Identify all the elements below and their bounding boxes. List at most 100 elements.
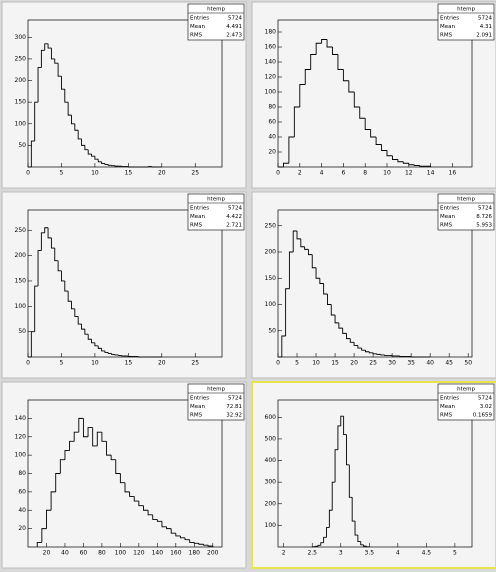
histogram-bin [50,48,55,60]
histogram-bin [413,164,420,166]
stats-value: 2.473 [226,33,242,39]
histogram-bin [376,353,381,355]
histogram-bin [92,427,98,447]
stats-label: Entries [190,396,209,402]
histogram-bin [402,161,409,164]
stats-name: htemp [207,7,225,13]
histogram-bin [315,267,320,279]
y-tick-label: 150 [15,277,27,284]
stats-label: RMS [190,413,203,419]
histogram-bin [349,338,355,343]
histogram-bin [121,355,125,357]
stats-box [437,3,495,41]
stats-value: 5724 [478,396,492,402]
histogram-bin [320,542,324,546]
stats-value: 5724 [478,206,492,212]
x-tick-label: 2 [298,170,302,177]
x-tick-label: 50 [464,360,472,367]
x-tick-label: 5 [295,360,299,367]
stats-value: 72.81 [226,404,242,410]
histogram-bin [40,49,45,68]
histogram-bin [311,254,317,269]
histogram-bin [161,521,167,528]
stats-label: Entries [190,16,209,22]
histogram-bin [410,356,415,358]
stats-label: Mean [440,404,455,410]
histogram-bin [340,415,344,426]
histogram-bin [380,354,385,356]
x-tick-label: 120 [133,550,145,557]
x-tick-label: 40 [61,550,69,557]
histogram-bin [101,432,107,442]
histogram-bin [299,84,306,107]
x-tick-label: 35 [407,360,415,367]
stats-name: htemp [457,197,475,203]
histogram-bin [375,137,382,145]
y-tick-label: 500 [265,435,277,442]
histogram-bin [189,539,195,543]
y-tick-label: 150 [15,99,27,106]
histogram-bin [64,89,69,103]
x-tick-label: 4 [396,550,400,557]
x-tick-label: 25 [191,170,199,177]
histogram-bin [47,227,52,239]
histogram-bin [64,450,70,460]
histogram-bin [106,441,112,456]
stats-value: 5724 [228,206,242,212]
histogram-bin [330,304,336,316]
histogram-bin [292,230,298,252]
x-tick-label: 25 [191,360,199,367]
histogram-bin [127,355,132,357]
histogram-bin [288,136,295,164]
stats-label: Mean [190,404,205,410]
y-tick-label: 60 [268,119,276,126]
histogram-bin [365,350,370,353]
histogram-bin [84,329,89,335]
stats-label: Mean [440,214,455,220]
histogram-bin [129,491,135,497]
histogram-bin [323,283,328,295]
stats-label: RMS [440,413,453,419]
histogram-bin [342,328,347,334]
histogram-bin [328,509,333,528]
stats-label: Mean [190,24,205,30]
histogram-bin [348,80,355,93]
histogram-bin [337,425,341,450]
x-tick-label: 12 [405,170,413,177]
histogram-bin [60,76,65,90]
y-tick-label: 100 [265,301,277,308]
x-tick-label: 2.5 [307,550,317,557]
histogram-bin [97,345,102,349]
x-tick-label: 0 [26,170,30,177]
x-tick-label: 40 [426,360,434,367]
y-tick-label: 20 [268,149,276,156]
x-tick-label: 0 [276,170,280,177]
histogram-bin [34,285,39,332]
y-tick-label: 100 [15,120,27,127]
x-tick-label: 15 [331,360,339,367]
x-tick-label: 15 [125,360,133,367]
histogram-bin [334,449,338,483]
histogram-bin [71,301,75,310]
histogram-bin [370,129,377,138]
histogram-bin [307,249,313,256]
histogram-bin [315,42,322,55]
stats-value: 4.31 [480,24,492,30]
y-tick-label: 100 [15,303,27,310]
histogram-bin [81,138,85,146]
histogram-bin [94,156,99,160]
y-tick-label: 40 [268,134,276,141]
histogram-bin [342,69,349,82]
y-tick-label: 80 [18,470,26,477]
histogram-bin [82,418,89,438]
histogram-bin [179,535,186,539]
histogram-bin [198,543,204,545]
y-tick-label: 600 [265,414,277,421]
histogram-bin [357,345,362,349]
histogram-bin [326,39,333,48]
y-tick-label: 120 [265,74,277,81]
frame [27,209,223,358]
x-tick-label: 20 [158,360,166,367]
y-tick-label: 60 [18,488,26,495]
